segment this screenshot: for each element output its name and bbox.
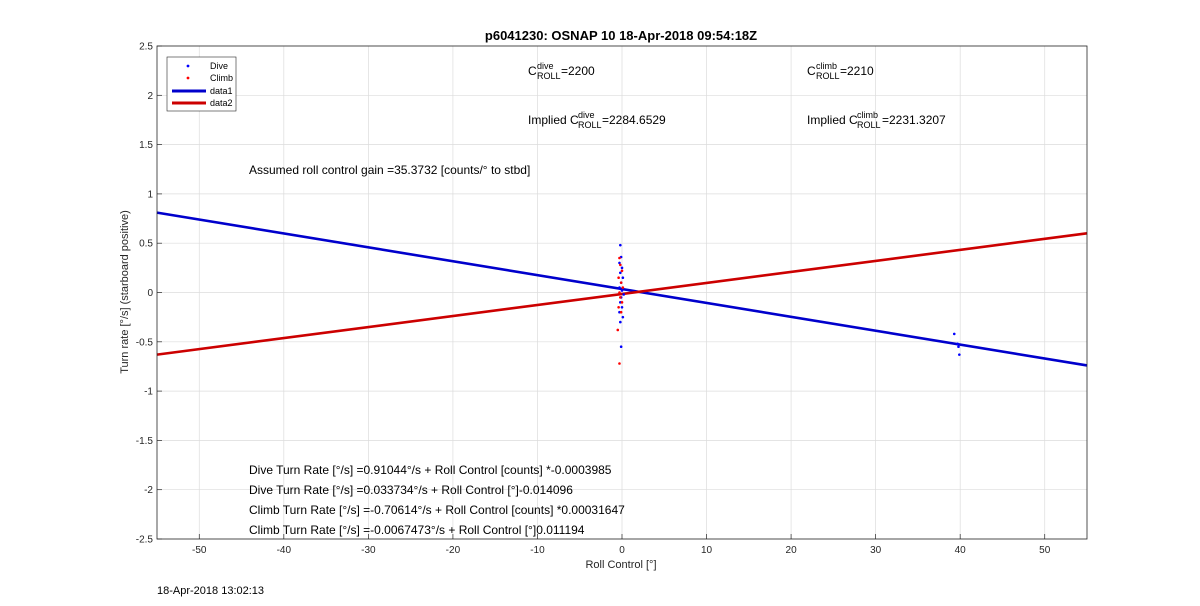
annotation-cclimb: C climb ROLL =2210 (807, 61, 874, 81)
y-tick-label: 0.5 (139, 239, 153, 250)
climb-fit-degrees: Climb Turn Rate [°/s] =-0.0067473°/s + R… (249, 523, 585, 537)
dive-point (620, 266, 624, 270)
x-axis-label: Roll Control [°] (585, 559, 656, 571)
climb-point (617, 276, 620, 280)
x-tick-label: -50 (192, 545, 207, 556)
legend: Dive Climb data1 data2 (166, 56, 237, 112)
climb-point (616, 328, 620, 332)
climb-point (618, 362, 621, 365)
roll-gain-note: Assumed roll control gain =35.3732 [coun… (249, 163, 530, 177)
annotation-implied-climb: Implied C climb ROLL =2231.3207 (807, 110, 946, 130)
dive-point (956, 342, 959, 346)
cclimb-sub: ROLL (816, 71, 840, 81)
dive-point (622, 293, 625, 296)
dive-fit-degrees: Dive Turn Rate [°/s] =0.033734°/s + Roll… (249, 483, 573, 497)
fit-line-data1 (156, 211, 1088, 367)
dive-point (618, 261, 621, 265)
y-tick-label: -2 (144, 485, 153, 496)
dive-point (619, 345, 623, 349)
dive-point (620, 305, 624, 309)
dive-point (958, 353, 961, 356)
dive-point (621, 276, 625, 280)
y-tick-label: 1 (147, 189, 153, 200)
climb-fit-counts: Climb Turn Rate [°/s] =-0.70614°/s + Rol… (249, 503, 625, 517)
cclimb-sup: climb (816, 61, 837, 71)
cdive-sub: ROLL (537, 71, 561, 81)
legend-dive-label: Dive (210, 61, 228, 71)
cclimb-value: =2210 (840, 64, 874, 78)
y-axis-label: Turn rate [°/s] (starboard positive) (119, 210, 131, 374)
svg-text:Implied C: Implied C (807, 113, 858, 127)
legend-climb-marker (186, 76, 190, 80)
dive-point (952, 332, 956, 336)
climb-point (617, 305, 620, 309)
annotation-cdive: C dive ROLL =2200 (528, 61, 595, 81)
climb-point (619, 263, 622, 267)
y-axis-ticks: -2.5 -2 -1.5 -1 -0.5 0 0.5 1 1.5 2 2.5 (136, 42, 162, 546)
impclimb-sub: ROLL (857, 120, 881, 130)
svg-text:Implied C: Implied C (528, 113, 579, 127)
climb-point (618, 291, 621, 294)
climb-point (618, 256, 621, 260)
climb-point (619, 281, 623, 284)
climb-point (619, 296, 622, 299)
y-tick-label: -2.5 (136, 535, 154, 546)
impclimb-base: Implied C (807, 113, 858, 127)
dive-point (621, 315, 625, 319)
fit-lines (156, 211, 1088, 367)
fit-line-data2 (156, 232, 1088, 356)
climb-point (620, 269, 624, 273)
x-tick-label: -20 (446, 545, 461, 556)
dive-point (619, 320, 622, 324)
x-tick-label: -10 (530, 545, 545, 556)
plot-frame (156, 45, 1088, 540)
y-tick-label: 0 (147, 288, 153, 299)
annotation-implied-dive: Implied C dive ROLL =2284.6529 (528, 110, 666, 130)
x-tick-label: 10 (701, 545, 713, 556)
legend-climb-label: Climb (210, 73, 233, 83)
svg-text:C: C (807, 64, 816, 78)
legend-data2-label: data2 (210, 98, 233, 108)
x-tick-label: 30 (870, 545, 882, 556)
svg-text:C: C (528, 64, 537, 78)
x-tick-label: 40 (955, 545, 967, 556)
impclimb-sup: climb (857, 110, 878, 120)
dive-point (619, 271, 622, 275)
legend-dive-marker (186, 64, 190, 68)
cclimb-base: C (807, 64, 816, 78)
dive-point (618, 286, 621, 289)
y-tick-label: -0.5 (136, 337, 154, 348)
x-tick-label: -30 (361, 545, 376, 556)
cdive-base: C (528, 64, 537, 78)
climb-point (619, 310, 623, 314)
dive-fit-counts: Dive Turn Rate [°/s] =0.91044°/s + Roll … (249, 463, 612, 477)
cdive-sup: dive (537, 61, 554, 71)
cdive-value: =2200 (561, 64, 595, 78)
impdive-sub: ROLL (578, 120, 602, 130)
impclimb-value: =2231.3207 (882, 113, 946, 127)
x-tick-label: 20 (786, 545, 798, 556)
x-tick-label: 50 (1039, 545, 1051, 556)
climb-point (620, 301, 624, 304)
dive-point (619, 243, 622, 247)
y-tick-label: -1 (144, 387, 153, 398)
impdive-value: =2284.6529 (602, 113, 666, 127)
x-tick-label: 0 (619, 545, 625, 556)
chart-title: p6041230: OSNAP 10 18-Apr-2018 09:54:18Z (485, 28, 757, 43)
y-tick-label: 2.5 (139, 42, 153, 53)
legend-data1-label: data1 (210, 86, 233, 96)
dive-point (957, 345, 960, 349)
impdive-sup: dive (578, 110, 595, 120)
y-tick-label: 2 (147, 91, 153, 102)
dive-point (620, 289, 624, 292)
x-tick-label: -40 (277, 545, 292, 556)
climb-point (621, 286, 625, 289)
y-tick-label: -1.5 (136, 436, 154, 447)
footer-timestamp: 18-Apr-2018 13:02:13 (157, 585, 264, 597)
x-axis-ticks: -50 -40 -30 -20 -10 0 10 20 30 40 50 (192, 534, 1051, 556)
impdive-base: Implied C (528, 113, 579, 127)
y-tick-label: 1.5 (139, 140, 153, 151)
data-points (616, 243, 961, 365)
